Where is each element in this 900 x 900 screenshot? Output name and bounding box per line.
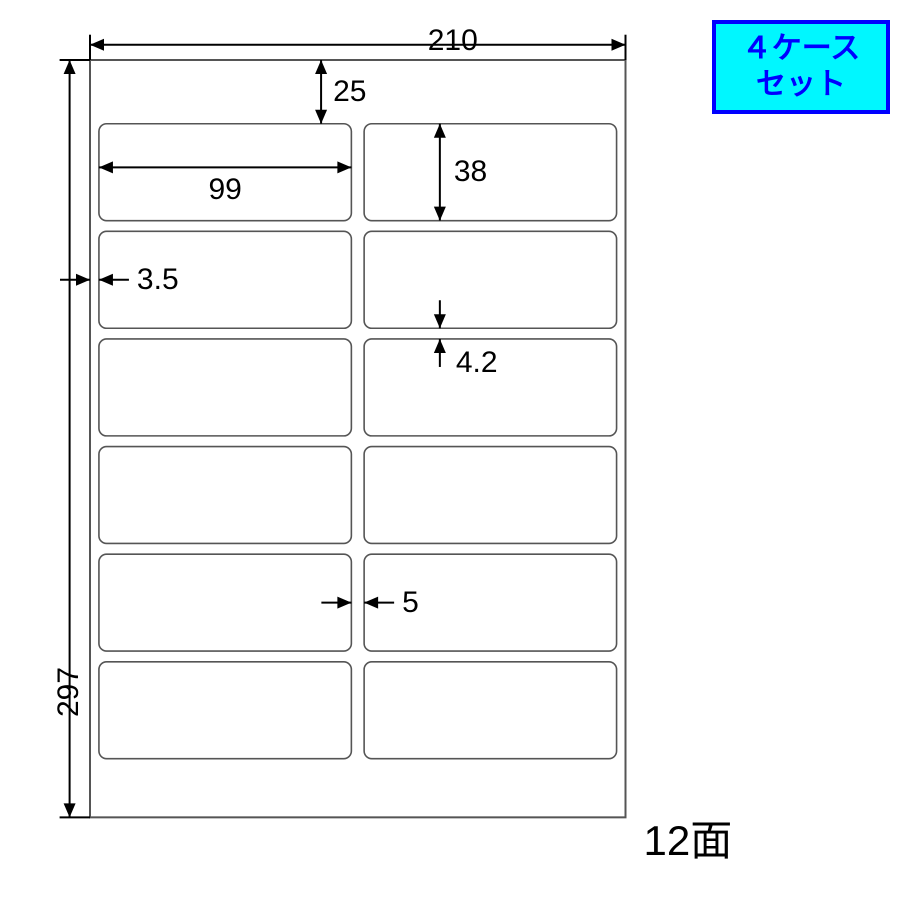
dim-label-width: 99 (208, 173, 241, 207)
promo-badge: ４ケース セット (712, 20, 890, 114)
badge-line2: セット (716, 67, 886, 103)
badge-line1: ４ケース (716, 31, 886, 67)
dim-label-height: 38 (454, 155, 487, 189)
diagram-stage: 210 297 25 99 38 3.5 4.2 5 12面 ４ケース セット (0, 0, 900, 900)
dim-top-margin: 25 (333, 75, 366, 109)
diagram-svg (0, 0, 900, 900)
dim-left-margin: 3.5 (137, 263, 179, 297)
dim-sheet-height: 297 (52, 667, 86, 717)
dim-row-gap: 4.2 (456, 346, 498, 380)
dim-col-gap: 5 (402, 586, 419, 620)
dim-sheet-width: 210 (428, 24, 478, 58)
footer-label-count: 12面 (644, 807, 733, 868)
